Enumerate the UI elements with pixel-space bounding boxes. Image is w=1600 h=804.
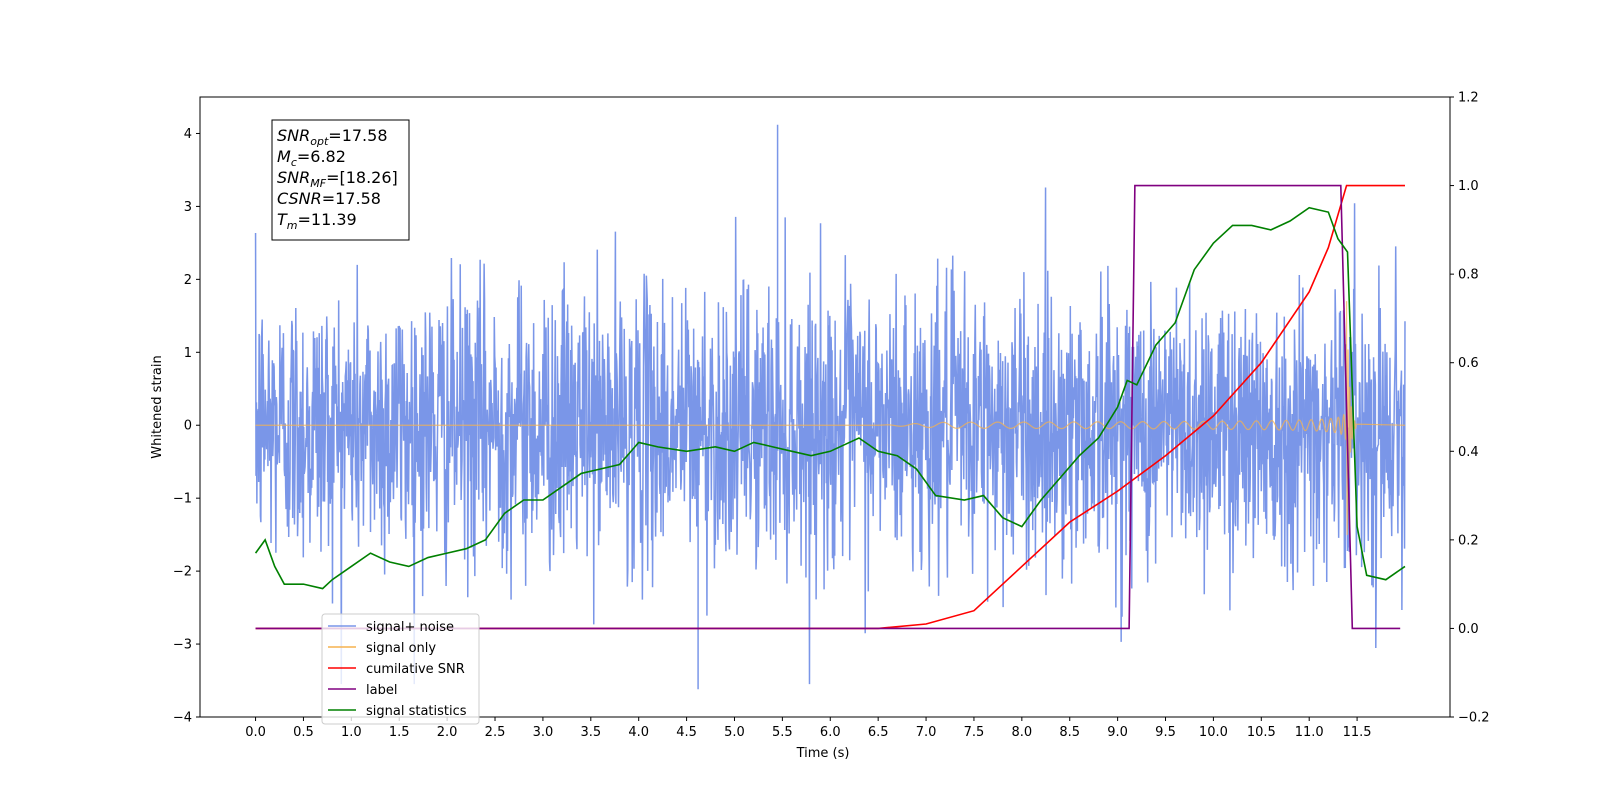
y2-tick-label: 0.4 xyxy=(1458,445,1479,460)
x-axis: 0.0 0.5 1.0 1.5 2.0 2.5 3.0 3.5 4.0 4.5 5.0 5.5 6.0 6… xyxy=(245,717,1372,740)
annotation-symbol: SNR xyxy=(277,168,310,187)
y-tick-label: 0 xyxy=(184,419,192,434)
y-tick-label: −1 xyxy=(173,492,192,507)
y-tick-label: 1 xyxy=(184,346,192,361)
x-tick-label: 0.5 xyxy=(293,725,314,740)
annotation-symbol: M xyxy=(277,147,291,166)
x-tick-label: 10.0 xyxy=(1199,725,1228,740)
y-tick-label: 4 xyxy=(184,127,192,142)
legend-label: label xyxy=(366,683,397,698)
plot-area xyxy=(254,124,1406,690)
legend-label: cumilative SNR xyxy=(366,662,465,677)
y2-tick-label: 0.8 xyxy=(1458,268,1479,283)
annotation-line: SNRMF=[18.26] xyxy=(277,168,398,190)
x-tick-label: 1.5 xyxy=(389,725,410,740)
legend-label: signal only xyxy=(366,641,436,656)
legend-frame xyxy=(321,613,480,725)
x-tick-label: 10.5 xyxy=(1247,725,1276,740)
x-tick-label: 7.5 xyxy=(964,725,985,740)
annotation-line: SNRopt=17.58 xyxy=(277,126,388,148)
annotation-value: =6.82 xyxy=(297,147,346,166)
annotation-subscript: opt xyxy=(310,135,329,148)
x-tick-label: 7.0 xyxy=(916,725,937,740)
x-tick-label: 2.0 xyxy=(437,725,458,740)
x-tick-label: 8.0 xyxy=(1011,725,1032,740)
x-tick-label: 2.5 xyxy=(485,725,506,740)
annotation-symbol: CSNR xyxy=(277,189,322,208)
annotation-symbol: T xyxy=(277,210,288,229)
plot-frame xyxy=(199,96,1451,718)
y2-tick-label: 0.2 xyxy=(1458,533,1479,548)
series-signal-statistics-line xyxy=(254,206,1406,590)
annotation-value: =[18.26] xyxy=(326,168,398,187)
annotation-subscript: m xyxy=(287,219,298,232)
annotation-symbol: SNR xyxy=(277,126,310,145)
x-tick-label: 5.0 xyxy=(724,725,745,740)
legend-label: signal+ noise xyxy=(366,620,454,635)
annotation-line: CSNR=17.58 xyxy=(277,189,381,208)
y2-tick-label: 1.2 xyxy=(1458,91,1479,106)
x-tick-label: 4.5 xyxy=(676,725,697,740)
x-tick-label: 0.0 xyxy=(245,725,266,740)
x-tick-label: 11.5 xyxy=(1343,725,1372,740)
annotation-subscript: MF xyxy=(310,177,326,190)
y-tick-label: 3 xyxy=(184,200,192,215)
y2-tick-label: 0.6 xyxy=(1458,356,1479,371)
legend-label: signal statistics xyxy=(366,704,467,719)
x-tick-label: 9.5 xyxy=(1155,725,1176,740)
y2-tick-label: 1.0 xyxy=(1458,179,1479,194)
series-signal-noise-line xyxy=(254,187,1406,685)
y2-tick-label: −0.2 xyxy=(1458,711,1490,726)
x-tick-label: 1.0 xyxy=(341,725,362,740)
y-tick-label: −2 xyxy=(173,565,192,580)
annotation-line: Tm=11.39 xyxy=(277,210,357,232)
x-tick-label: 8.5 xyxy=(1059,725,1080,740)
x-tick-label: 3.5 xyxy=(580,725,601,740)
annotation-value: =17.58 xyxy=(322,189,381,208)
x-tick-label: 6.0 xyxy=(820,725,841,740)
annotation-box: SNRopt=17.58Mc=6.82SNRMF=[18.26]CSNR=17.… xyxy=(271,119,410,241)
x-tick-label: 11.0 xyxy=(1295,725,1324,740)
annotation-value: =11.39 xyxy=(298,210,357,229)
y-tick-label: 2 xyxy=(184,273,192,288)
series-label-line xyxy=(255,184,1401,630)
annotation-frame xyxy=(271,119,410,241)
y-tick-label: −3 xyxy=(173,638,192,653)
x-tick-label: 6.5 xyxy=(868,725,889,740)
y-axis-left: −4 −3 −2 −1 0 1 2 3 4 xyxy=(173,127,200,726)
x-tick-label: 5.5 xyxy=(772,725,793,740)
y-axis-right: −0.2 0.0 0.2 0.4 0.6 0.8 1.0 1.2 xyxy=(1450,91,1490,726)
x-tick-label: 9.0 xyxy=(1107,725,1128,740)
annotation-value: =17.58 xyxy=(328,126,387,145)
x-tick-label: 4.0 xyxy=(628,725,649,740)
x-axis-label: Time (s) xyxy=(796,746,850,761)
annotation-line: Mc=6.82 xyxy=(277,147,346,169)
legend: signal+ noise signal only cumilative SNR la… xyxy=(321,613,480,725)
y-tick-label: −4 xyxy=(173,711,192,726)
x-tick-label: 3.0 xyxy=(533,725,554,740)
y2-tick-label: 0.0 xyxy=(1458,622,1479,637)
series-cumulative-snr-line xyxy=(255,184,1405,630)
series-signal-only-line xyxy=(255,301,1405,536)
annotation-subscript: c xyxy=(291,156,297,169)
y-axis-label: Whitened strain xyxy=(150,355,165,458)
